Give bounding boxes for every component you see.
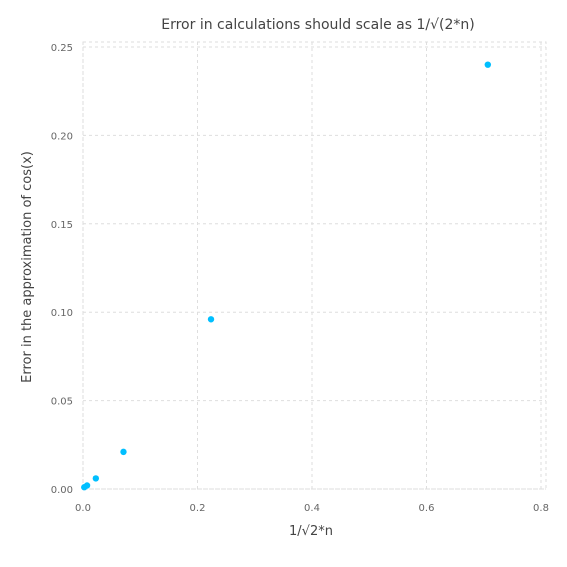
grid — [82, 41, 547, 490]
x-tick-label: 0.6 — [419, 503, 435, 514]
x-tick-label: 0.2 — [190, 503, 206, 514]
data-point — [120, 448, 127, 456]
x-axis-ticks: 0.0 0.2 0.4 0.6 0.8 — [75, 503, 549, 514]
y-tick-label: 0.00 — [51, 485, 73, 496]
x-tick-label: 0.8 — [533, 503, 549, 514]
y-tick-label: 0.05 — [51, 397, 73, 408]
x-tick-label: 0.0 — [75, 503, 91, 514]
y-tick-label: 0.25 — [51, 43, 73, 54]
x-axis-label: 1/√2*n — [289, 524, 333, 539]
data-point — [92, 475, 100, 482]
y-axis-ticks: 0.00 0.05 0.10 0.15 0.20 0.25 — [51, 43, 73, 496]
y-tick-label: 0.15 — [51, 220, 73, 231]
plot-frame — [82, 41, 547, 490]
data-point — [81, 484, 88, 491]
data-point — [484, 61, 492, 68]
x-tick-label: 0.4 — [304, 503, 320, 514]
data-point — [207, 316, 215, 323]
y-tick-label: 0.10 — [51, 308, 73, 319]
y-tick-label: 0.20 — [51, 131, 73, 142]
data-points — [81, 61, 492, 491]
y-axis-label: Error in the approximation of cos(x) — [20, 151, 35, 383]
chart-title: Error in calculations should scale as 1/… — [161, 17, 474, 33]
